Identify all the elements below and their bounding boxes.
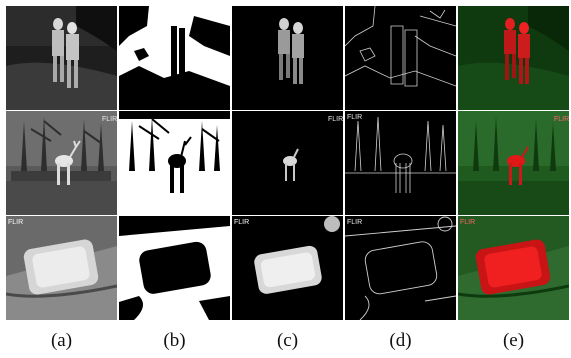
column-a: FLIR FLIR (6, 6, 117, 321)
image-b-row2 (119, 111, 230, 215)
caption-d: (d) (389, 330, 412, 351)
image-e-row3: FLIR (458, 216, 569, 320)
image-e-row2: FLIR (458, 111, 569, 215)
image-d-row2: FLIR (345, 111, 456, 215)
image-d-row1 (345, 6, 456, 110)
image-c-row1 (232, 6, 343, 110)
column-c: FLIR FLIR (232, 6, 343, 321)
image-a-row2: FLIR (6, 111, 117, 215)
column-e: FLIR FLIR (458, 6, 569, 321)
watermark-c2: FLIR (328, 116, 343, 123)
image-d-row3: FLIR (345, 216, 456, 320)
watermark-e3: FLIR (460, 219, 475, 226)
watermark-a2: FLIR (102, 116, 117, 123)
watermark-d2: FLIR (347, 114, 362, 121)
image-b-row1 (119, 6, 230, 110)
image-b-row3 (119, 216, 230, 320)
caption-c: (c) (276, 330, 299, 351)
caption-b: (b) (163, 330, 186, 351)
watermark-c3: FLIR (234, 219, 249, 226)
image-a-row3: FLIR (6, 216, 117, 320)
image-e-row1 (458, 6, 569, 110)
caption-a: (a) (50, 330, 73, 351)
caption-e: (e) (502, 330, 525, 351)
image-c-row3: FLIR (232, 216, 343, 320)
column-b (119, 6, 230, 321)
image-c-row2: FLIR (232, 111, 343, 215)
image-a-row1 (6, 6, 117, 110)
column-d: FLIR FLIR (345, 6, 456, 321)
watermark-d3: FLIR (347, 219, 362, 226)
watermark-e2: FLIR (554, 116, 569, 123)
watermark-a3: FLIR (8, 219, 23, 226)
figure-grid: FLIR FLIR (6, 6, 569, 321)
